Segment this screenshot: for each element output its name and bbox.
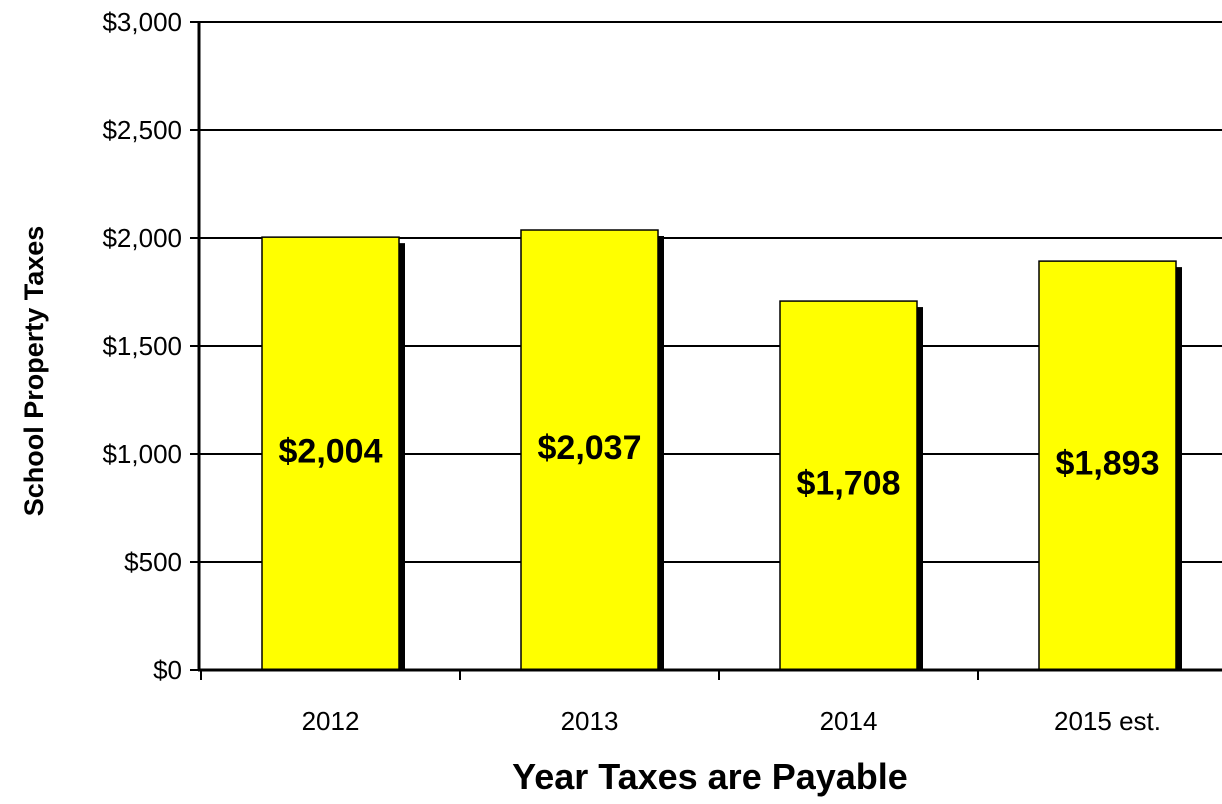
bar xyxy=(520,229,659,671)
bar-data-label: $2,004 xyxy=(279,433,383,471)
x-axis-title: Year Taxes are Payable xyxy=(512,756,908,797)
bar-data-label: $2,037 xyxy=(538,429,642,467)
x-tick-label: 2015 est. xyxy=(1054,706,1161,736)
bars: $2,004 $2,037 $1,708 $1,893 xyxy=(261,229,1182,671)
bar xyxy=(779,300,918,671)
y-tick-label: $1,000 xyxy=(102,439,182,469)
y-tick-label: $0 xyxy=(153,655,182,685)
y-tick-label: $3,000 xyxy=(102,7,182,37)
x-tick-label: 2012 xyxy=(302,706,360,736)
y-axis-title: School Property Taxes xyxy=(19,226,49,517)
axes xyxy=(190,21,1222,680)
bar xyxy=(261,236,400,671)
bar-data-label: $1,708 xyxy=(797,465,901,503)
bar-data-label: $1,893 xyxy=(1056,445,1160,483)
y-tick-labels: $0 $500 $1,000 $1,500 $2,000 $2,500 $3,000 xyxy=(102,7,182,685)
x-tick-labels: 2012 2013 2014 2015 est. xyxy=(302,706,1161,736)
bar xyxy=(1038,260,1177,671)
x-tick-label: 2013 xyxy=(561,706,619,736)
x-tick-label: 2014 xyxy=(820,706,878,736)
y-tick-label: $2,000 xyxy=(102,223,182,253)
y-tick-label: $2,500 xyxy=(102,115,182,145)
y-tick-label: $1,500 xyxy=(102,331,182,361)
y-tick-label: $500 xyxy=(124,547,182,577)
